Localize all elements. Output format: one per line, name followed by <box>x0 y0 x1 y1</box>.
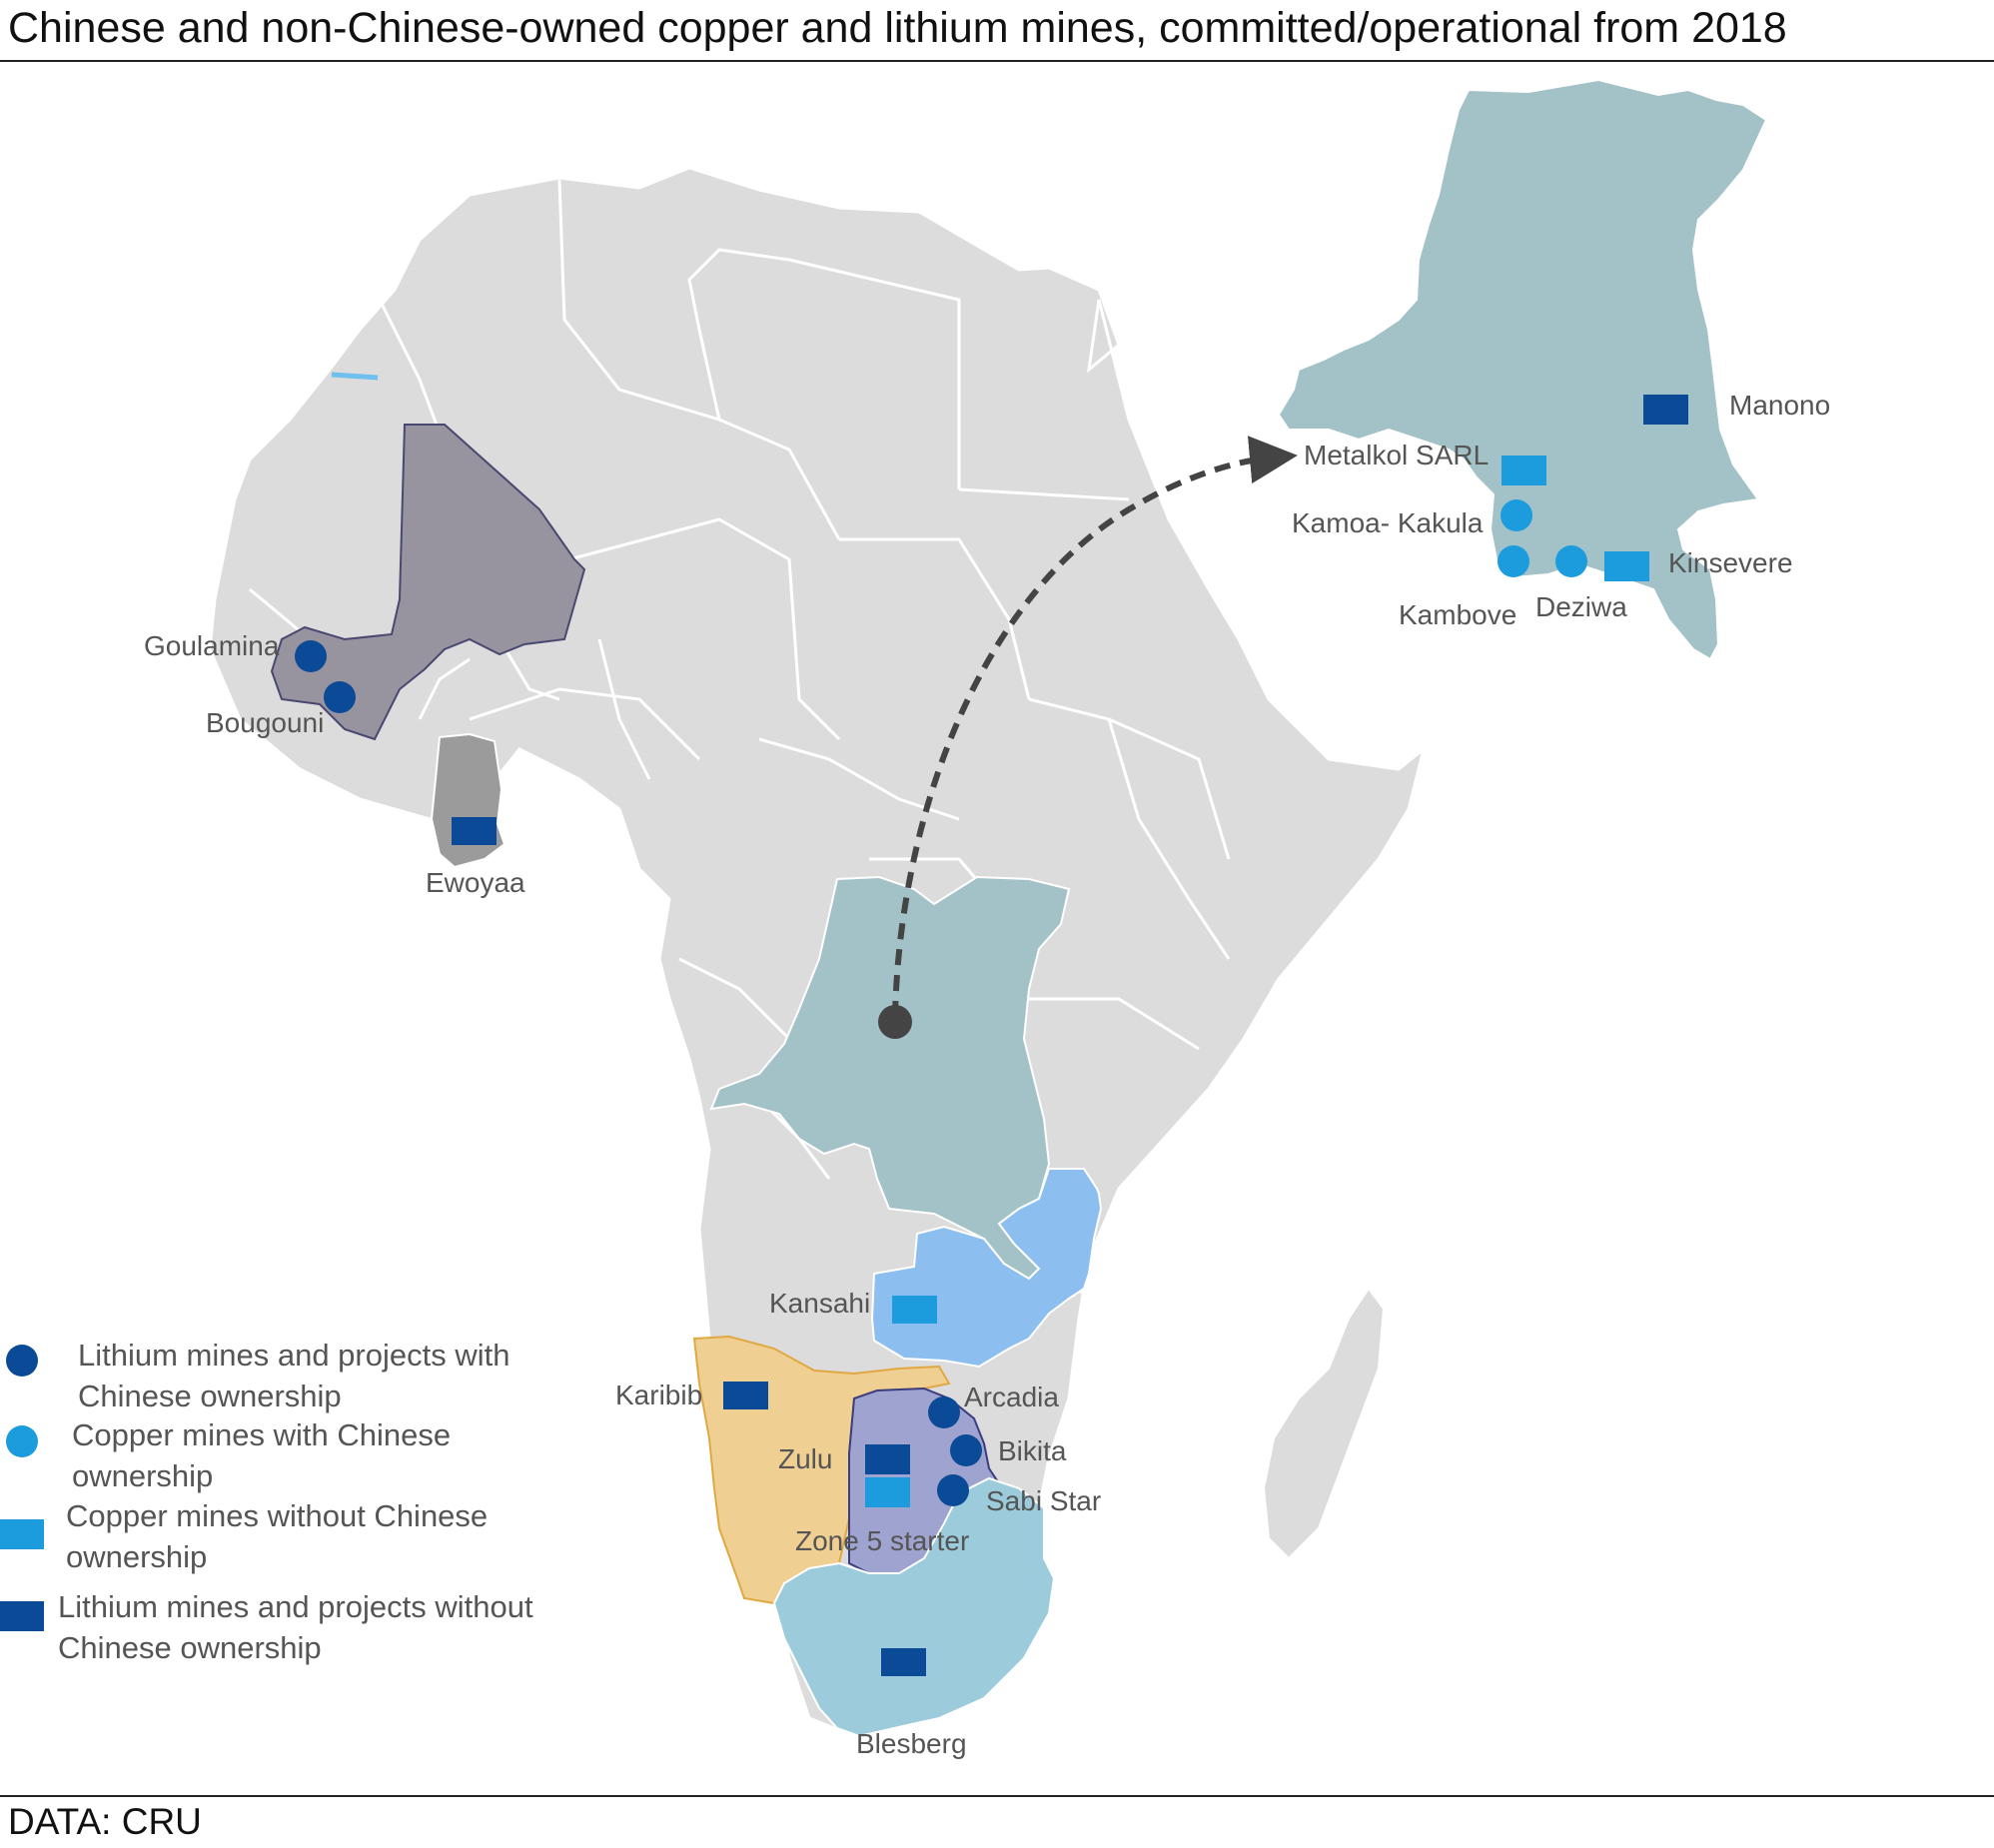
legend-label-1b: Chinese ownership <box>78 1379 342 1413</box>
legend-circle-light-icon <box>6 1425 38 1457</box>
sabi-star-label: Sabi Star <box>986 1485 1101 1516</box>
chart-title: Chinese and non-Chinese-owned copper and… <box>8 4 1787 52</box>
legend-item-copper-chinese: Copper mines with Chinese ownership <box>6 1417 451 1493</box>
karibib-label: Karibib <box>615 1380 702 1410</box>
madagascar <box>1262 1287 1386 1560</box>
legend-label-4a: Lithium mines and projects without <box>58 1589 533 1624</box>
legend-label-3b: ownership <box>66 1539 207 1574</box>
kinsevere-label: Kinsevere <box>1668 547 1793 578</box>
legend-label-3a: Copper mines without Chinese <box>66 1498 488 1533</box>
karibib-marker <box>723 1382 768 1409</box>
legend-label-2a: Copper mines with Chinese <box>72 1417 451 1452</box>
bikita-label: Bikita <box>998 1435 1067 1466</box>
metalkol-marker <box>1501 456 1546 485</box>
country-ghana <box>430 732 506 869</box>
deziwa-marker <box>1555 545 1587 577</box>
arrow-origin-dot <box>878 1005 912 1039</box>
bougouni-marker <box>324 681 356 713</box>
zulu-label: Zulu <box>778 1443 832 1474</box>
inset-mine-labels: Manono Metalkol SARL Kamoa- Kakula Kambo… <box>1292 390 1830 630</box>
metalkol-label: Metalkol SARL <box>1304 440 1489 470</box>
goulamina-label: Goulamina <box>144 630 280 661</box>
title-rule <box>0 60 1994 62</box>
deziwa-label: Deziwa <box>1535 591 1627 622</box>
legend-label-2b: ownership <box>72 1458 213 1493</box>
dashed-arrow <box>892 436 1298 1018</box>
bougouni-label: Bougouni <box>206 707 324 738</box>
mine-markers <box>295 640 982 1676</box>
blesberg-marker <box>881 1648 926 1676</box>
kansahi-marker <box>892 1296 937 1324</box>
africa-map: Goulamina Bougouni Ewoyaa Kansahi Karibi… <box>0 78 1830 1759</box>
goulamina-marker <box>295 640 327 672</box>
manono-marker <box>1643 395 1688 425</box>
western-sahara-marker <box>331 372 379 381</box>
legend-rect-light-icon <box>0 1519 44 1549</box>
legend-label-4b: Chinese ownership <box>58 1630 322 1665</box>
zone-5-starter-marker <box>865 1477 910 1507</box>
source-note: DATA: CRU <box>8 1801 202 1842</box>
legend-rect-dark-icon <box>0 1601 44 1631</box>
legend-item-copper-non-chinese: Copper mines without Chinese ownership <box>0 1498 488 1574</box>
legend: Lithium mines and projects with Chinese … <box>0 1338 533 1665</box>
mine-labels: Goulamina Bougouni Ewoyaa Kansahi Karibi… <box>144 630 1101 1759</box>
blesberg-label: Blesberg <box>856 1728 967 1759</box>
legend-item-lithium-non-chinese: Lithium mines and projects without Chine… <box>0 1589 533 1665</box>
ewoyaa-marker <box>452 817 497 845</box>
arcadia-marker <box>928 1396 960 1428</box>
sabi-star-marker <box>937 1474 969 1506</box>
arcadia-label: Arcadia <box>964 1382 1059 1412</box>
legend-item-lithium-chinese: Lithium mines and projects with Chinese … <box>6 1338 509 1413</box>
kambove-marker <box>1497 545 1529 577</box>
kambove-label: Kambove <box>1399 599 1516 630</box>
kamoa-kakula-label: Kamoa- Kakula <box>1292 507 1484 538</box>
kamoa-kakula-marker <box>1500 499 1532 531</box>
kansahi-label: Kansahi <box>769 1288 870 1319</box>
legend-circle-dark-icon <box>6 1345 38 1377</box>
legend-label-1a: Lithium mines and projects with <box>78 1338 509 1373</box>
country-south-africa <box>772 1476 1056 1738</box>
source-rule <box>0 1795 1994 1797</box>
zulu-marker <box>865 1444 910 1474</box>
zone-5-starter-label: Zone 5 starter <box>795 1525 969 1556</box>
manono-label: Manono <box>1729 390 1830 421</box>
bikita-marker <box>950 1434 982 1466</box>
kinsevere-marker <box>1604 551 1649 581</box>
country-mali <box>270 424 586 741</box>
ewoyaa-label: Ewoyaa <box>426 867 525 898</box>
inset-mine-markers <box>1497 395 1688 581</box>
